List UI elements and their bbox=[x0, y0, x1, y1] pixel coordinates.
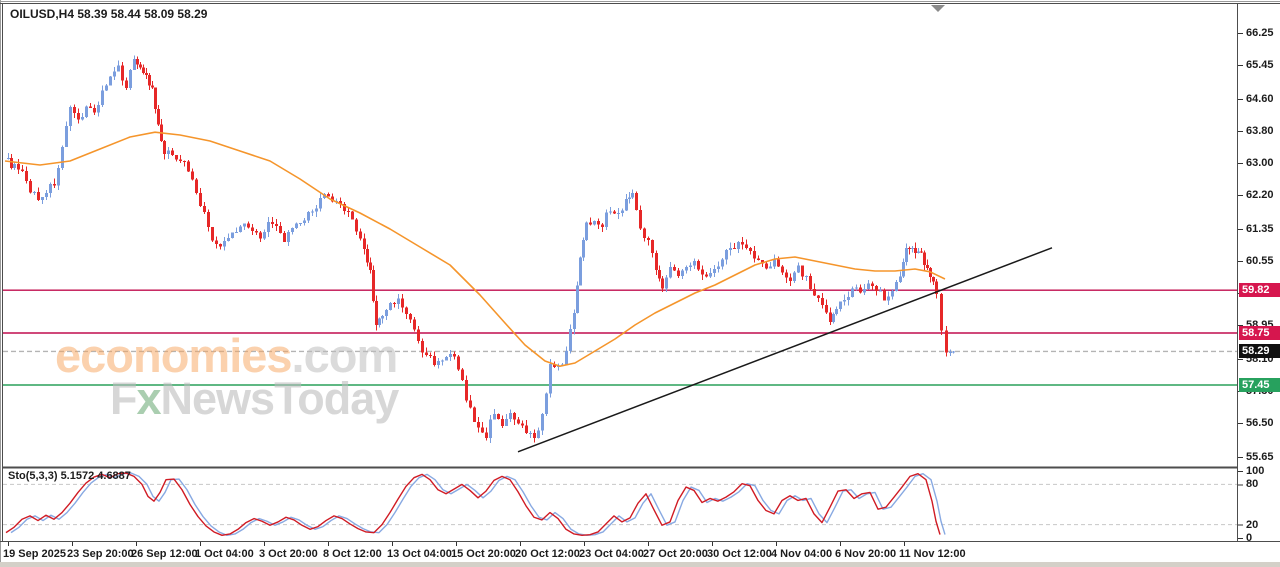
price-badge-58.75: 58.75 bbox=[1239, 326, 1280, 340]
date-axis-label-6: 13 Oct 04:00 bbox=[387, 548, 452, 560]
sto-axis-label-100: 100 bbox=[1246, 465, 1265, 477]
date-axis-label-8: 20 Oct 12:00 bbox=[515, 548, 580, 560]
svg-text:FxNewsToday: FxNewsToday bbox=[110, 373, 399, 424]
price-badge-57.45: 57.45 bbox=[1239, 378, 1280, 392]
price-axis-label-63.80: 63.80 bbox=[1246, 125, 1274, 137]
date-axis-label-9: 23 Oct 04:00 bbox=[579, 548, 644, 560]
date-axis-label-13: 6 Nov 20:00 bbox=[835, 548, 897, 560]
sto-axis-label-80: 80 bbox=[1246, 478, 1259, 491]
date-axis-label-10: 27 Oct 20:00 bbox=[643, 548, 708, 560]
price-axis-label-62.20: 62.20 bbox=[1246, 189, 1274, 201]
price-axis[interactable]: 66.25 65.45 64.60 63.80 63.00 62.20 61.35 60.55… bbox=[1238, 0, 1280, 544]
price-axis-label-66.25: 66.25 bbox=[1246, 27, 1274, 39]
date-axis-label-1: 23 Sep 20:00 bbox=[67, 548, 134, 560]
sto-axis-label-20: 20 bbox=[1246, 518, 1259, 531]
date-axis-label-11: 30 Oct 12:00 bbox=[707, 548, 772, 560]
chart-title: OILUSD,H4 58.39 58.44 58.09 58.29 bbox=[10, 7, 208, 21]
date-axis-label-4: 3 Oct 20:00 bbox=[259, 548, 318, 560]
date-axis-label-5: 8 Oct 12:00 bbox=[323, 548, 382, 560]
price-axis-label-63.00: 63.00 bbox=[1246, 157, 1274, 169]
svg-text:economies.com: economies.com bbox=[55, 329, 397, 382]
date-axis-label-2: 26 Sep 12:00 bbox=[131, 548, 198, 560]
date-axis-label-14: 11 Nov 12:00 bbox=[899, 548, 966, 560]
date-axis-label-3: 1 Oct 04:00 bbox=[195, 548, 254, 560]
price-axis-label-56.50: 56.50 bbox=[1246, 417, 1274, 429]
candles bbox=[7, 55, 955, 443]
sto-main-line bbox=[5, 472, 941, 537]
price-badge-59.82: 59.82 bbox=[1239, 283, 1280, 298]
date-axis-label-7: 15 Oct 20:00 bbox=[451, 548, 516, 560]
price-axis-label-60.55: 60.55 bbox=[1246, 255, 1274, 267]
moving-average-line bbox=[4, 131, 946, 368]
price-badge-58.29: 58.29 bbox=[1239, 344, 1280, 359]
date-axis-label-12: 4 Nov 04:00 bbox=[771, 548, 833, 560]
date-axis[interactable]: 19 Sep 2025 23 Sep 20:00 26 Sep 12:00 1 Oct… bbox=[0, 542, 1280, 563]
price-axis-label-65.45: 65.45 bbox=[1246, 59, 1274, 71]
date-axis-label-0: 19 Sep 2025 bbox=[3, 548, 66, 560]
sto-axis-label-0: 0 bbox=[1246, 532, 1253, 544]
price-axis-label-55.65: 55.65 bbox=[1246, 451, 1274, 463]
window-bottom-edge bbox=[0, 562, 1280, 567]
indicator-label: Sto(5,3,3) 5.1572 4.6887 bbox=[8, 470, 131, 482]
price-axis-label-64.60: 64.60 bbox=[1246, 93, 1274, 105]
trendline[interactable] bbox=[517, 247, 1053, 453]
chart-shift-marker[interactable] bbox=[931, 5, 945, 12]
sto-signal-line bbox=[10, 472, 946, 537]
price-axis-label-61.35: 61.35 bbox=[1246, 223, 1274, 235]
